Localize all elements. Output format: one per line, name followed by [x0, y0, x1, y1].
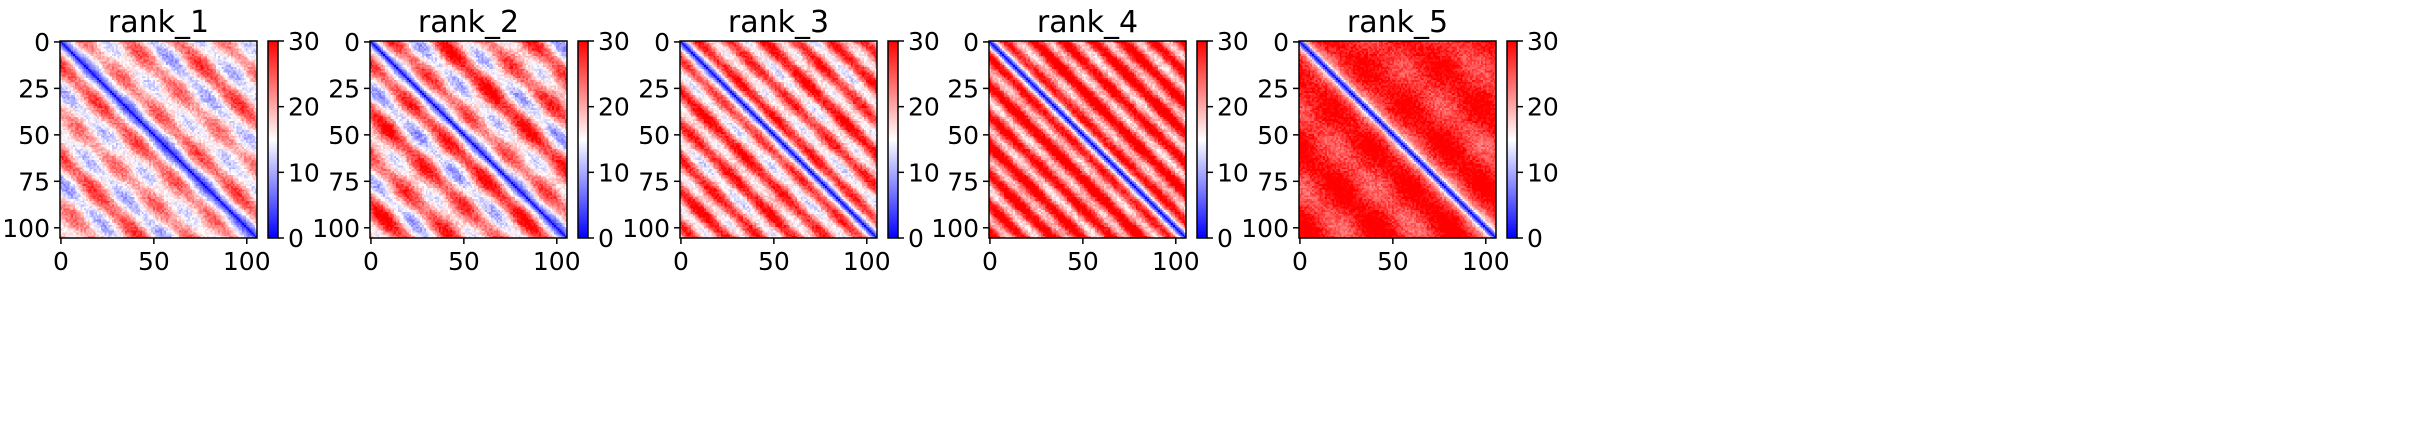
y-tick-label: 100 — [1241, 214, 1289, 243]
panel-title: rank_4 — [1037, 5, 1138, 40]
x-tick-label: 100 — [533, 247, 581, 276]
colorbar-tick-label: 10 — [598, 158, 630, 187]
axes-frame — [988, 40, 1187, 239]
colorbar-tick-label: 10 — [1217, 158, 1249, 187]
colorbar-tick-label: 0 — [1217, 224, 1233, 253]
colorbar-tick-label: 30 — [1527, 27, 1559, 56]
y-tick-label: 100 — [622, 214, 670, 243]
panel-title: rank_1 — [108, 5, 209, 40]
x-tick-label: 50 — [1067, 247, 1099, 276]
colorbar-tick-label: 0 — [598, 224, 614, 253]
y-tick-label: 0 — [344, 28, 360, 57]
heatmap-cells — [1299, 41, 1496, 238]
colorbar-tick-label: 20 — [288, 93, 320, 122]
colorbar-tick-label: 20 — [908, 93, 940, 122]
x-tick-label: 100 — [223, 247, 271, 276]
colorbar-frame — [267, 40, 279, 239]
colorbar-tick-label: 20 — [1527, 93, 1559, 122]
axes-frame — [1298, 40, 1497, 239]
y-tick-label: 50 — [328, 121, 360, 150]
colorbar-tick-label: 20 — [598, 93, 630, 122]
y-tick-label: 75 — [638, 167, 670, 196]
colorbar-tick-label: 0 — [1527, 224, 1543, 253]
colorbar-frame — [1196, 40, 1208, 239]
y-tick-label: 75 — [18, 167, 50, 196]
y-tick-label: 0 — [1273, 28, 1289, 57]
y-tick-label: 25 — [328, 74, 360, 103]
y-tick-label: 100 — [2, 214, 50, 243]
y-tick-label: 75 — [1257, 167, 1289, 196]
colorbar-frame — [1506, 40, 1518, 239]
colorbar — [1507, 41, 1517, 238]
panel-title: rank_5 — [1347, 5, 1448, 40]
colorbar-tick-label: 10 — [288, 158, 320, 187]
y-tick-label: 100 — [931, 214, 979, 243]
colorbar-frame — [887, 40, 899, 239]
x-tick-label: 100 — [1152, 247, 1200, 276]
y-tick-label: 25 — [638, 74, 670, 103]
heatmap-cells — [989, 41, 1186, 238]
y-tick-label: 75 — [947, 167, 979, 196]
panel-title: rank_2 — [418, 5, 519, 40]
colorbar-tick-label: 30 — [1217, 27, 1249, 56]
colorbar-tick-label: 30 — [288, 27, 320, 56]
y-tick-label: 0 — [34, 28, 50, 57]
colorbar-tick-label: 10 — [908, 158, 940, 187]
y-tick-label: 25 — [18, 74, 50, 103]
x-tick-label: 0 — [982, 247, 998, 276]
x-tick-label: 50 — [758, 247, 790, 276]
y-tick-label: 50 — [947, 121, 979, 150]
heatmap-cells — [680, 41, 877, 238]
colorbar-tick-label: 30 — [908, 27, 940, 56]
colorbar-tick-label: 10 — [1527, 158, 1559, 187]
heatmap-cells — [370, 41, 567, 238]
colorbar-tick-label: 0 — [288, 224, 304, 253]
y-tick-label: 50 — [1257, 121, 1289, 150]
y-tick-label: 0 — [654, 28, 670, 57]
y-tick-label: 100 — [312, 214, 360, 243]
x-tick-label: 50 — [448, 247, 480, 276]
y-tick-label: 75 — [328, 167, 360, 196]
axes-frame — [679, 40, 878, 239]
colorbar-tick-label: 30 — [598, 27, 630, 56]
colorbar-tick-label: 0 — [908, 224, 924, 253]
x-tick-label: 0 — [53, 247, 69, 276]
axes-frame — [369, 40, 568, 239]
y-tick-label: 50 — [638, 121, 670, 150]
colorbar — [888, 41, 898, 238]
panel-title: rank_3 — [728, 5, 829, 40]
y-tick-label: 50 — [18, 121, 50, 150]
x-tick-label: 50 — [1377, 247, 1409, 276]
x-tick-label: 0 — [1292, 247, 1308, 276]
x-tick-label: 0 — [363, 247, 379, 276]
colorbar — [578, 41, 588, 238]
y-tick-label: 25 — [947, 74, 979, 103]
colorbar-tick-label: 20 — [1217, 93, 1249, 122]
colorbar — [1197, 41, 1207, 238]
heatmap-cells — [60, 41, 257, 238]
y-tick-label: 25 — [1257, 74, 1289, 103]
x-tick-label: 100 — [1462, 247, 1510, 276]
y-tick-label: 0 — [963, 28, 979, 57]
x-tick-label: 50 — [138, 247, 170, 276]
colorbar — [268, 41, 278, 238]
colorbar-frame — [577, 40, 589, 239]
axes-frame — [59, 40, 258, 239]
x-tick-label: 0 — [673, 247, 689, 276]
x-tick-label: 100 — [843, 247, 891, 276]
